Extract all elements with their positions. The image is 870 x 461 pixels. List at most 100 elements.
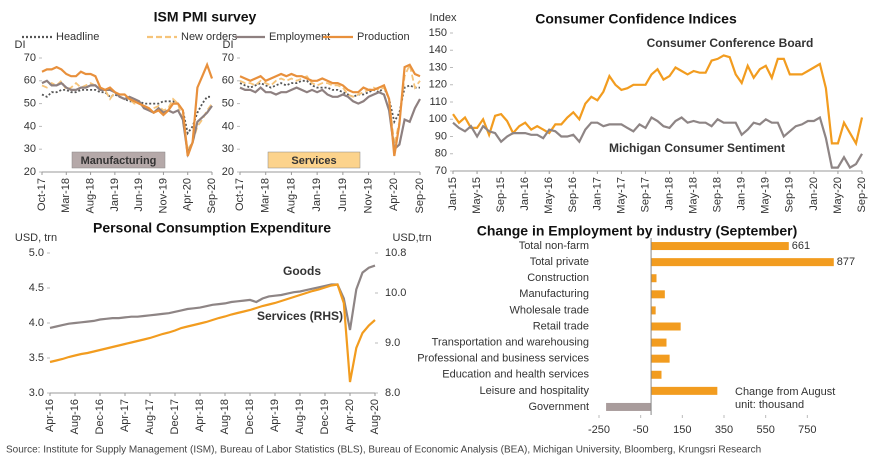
- x-tick-label: May-15: [471, 177, 483, 214]
- chart-title: Consumer Confidence Indices: [535, 11, 737, 27]
- bar: [651, 274, 657, 283]
- category-label: Total non-farm: [519, 240, 589, 252]
- chart-title: ISM PMI survey: [154, 9, 257, 25]
- bar: [651, 242, 789, 251]
- y-tick-label: 4.0: [29, 317, 44, 329]
- series-line: [41, 89, 212, 136]
- category-label: Transportation and warehousing: [432, 336, 589, 348]
- category-label: Manufacturing: [519, 288, 589, 300]
- x-tick-label: Jun-19: [337, 178, 349, 212]
- y-tick-label: 100: [429, 113, 447, 125]
- y-tick-label: 40: [24, 120, 36, 132]
- series-line: [239, 79, 420, 125]
- category-label: Government: [528, 401, 589, 413]
- series-label: Services (RHS): [257, 309, 343, 323]
- x-tick-label: Sep-15: [495, 177, 507, 212]
- y-tick-label: 60: [24, 75, 36, 87]
- x-tick-label: Jan-20: [808, 177, 820, 211]
- y-tick-label: 30: [222, 143, 234, 155]
- y-axis-label: DI: [15, 39, 26, 51]
- legend-label: Headline: [56, 31, 99, 43]
- series-label: Michigan Consumer Sentiment: [609, 141, 785, 155]
- annotation: unit: thousand: [735, 399, 804, 411]
- x-tick-label: Nov-19: [157, 178, 169, 213]
- series-label: Consumer Conference Board: [647, 36, 814, 50]
- y-tick-label: 40: [222, 120, 234, 132]
- x-tick-label: -250: [588, 424, 610, 436]
- bar: [651, 370, 662, 379]
- category-label: Wholesale trade: [510, 304, 590, 316]
- x-tick-label: Aug-18: [219, 399, 231, 434]
- x-tick-label: Mar-18: [60, 178, 72, 213]
- y2-tick-label: 10.0: [385, 287, 406, 299]
- x-tick-label: Dec-19: [319, 399, 331, 434]
- x-tick-label: May-20: [832, 177, 844, 214]
- x-tick-label: Sep-17: [639, 177, 651, 212]
- x-tick-label: Aug-18: [285, 178, 297, 213]
- x-tick-label: Dec-17: [169, 399, 181, 434]
- x-tick-label: Aug-19: [294, 399, 306, 434]
- x-tick-label: Nov-19: [362, 178, 374, 213]
- x-tick-label: May-18: [687, 177, 699, 214]
- bar: [651, 338, 667, 347]
- y2-tick-label: 9.0: [385, 337, 400, 349]
- category-label: Education and health services: [442, 369, 589, 381]
- y2-axis-label: USD,trn: [392, 232, 431, 244]
- category-label: Construction: [527, 272, 589, 284]
- chart-title: Change in Employment by industry (Septem…: [477, 223, 798, 239]
- x-tick-label: Jan-15: [447, 177, 459, 211]
- x-tick-label: Sep-16: [567, 177, 579, 212]
- series-label: Goods: [283, 264, 321, 278]
- y-tick-label: 4.5: [29, 282, 44, 294]
- y-tick-label: 50: [24, 98, 36, 110]
- x-tick-label: Aug-16: [69, 399, 81, 434]
- legend-label: Production: [357, 31, 410, 43]
- y-axis-label: Index: [430, 12, 457, 24]
- x-tick-label: Sep-20: [414, 178, 426, 213]
- x-tick-label: May-17: [615, 177, 627, 214]
- series-line: [452, 115, 863, 170]
- x-tick-label: Apr-20: [344, 399, 356, 432]
- x-tick-label: Oct-17: [234, 178, 246, 211]
- x-tick-label: Apr-20: [388, 178, 400, 211]
- x-tick-label: -50: [633, 424, 649, 436]
- x-tick-label: Jan-16: [519, 177, 531, 211]
- category-label: Leisure and hospitality: [480, 385, 590, 397]
- y-tick-label: 20: [222, 166, 234, 178]
- x-tick-label: Apr-16: [44, 399, 56, 432]
- y-tick-label: 3.5: [29, 352, 44, 364]
- x-tick-label: Aug-17: [144, 399, 156, 434]
- bar: [651, 258, 834, 267]
- x-tick-label: Mar-18: [260, 178, 272, 213]
- category-label: Professional and business services: [417, 353, 589, 365]
- x-tick-label: Jan-17: [591, 177, 603, 211]
- x-tick-label: 350: [715, 424, 733, 436]
- y-axis-label: USD, trn: [15, 232, 57, 244]
- x-tick-label: Apr-19: [269, 399, 281, 432]
- chart-title: Personal Consumption Expenditure: [93, 220, 331, 236]
- bar: [651, 306, 656, 315]
- x-tick-label: Jun-19: [133, 178, 145, 212]
- x-tick-label: Aug-18: [84, 178, 96, 213]
- legend-label: Employment: [269, 31, 330, 43]
- x-tick-label: Sep-19: [784, 177, 796, 212]
- y2-tick-label: 10.8: [385, 247, 406, 259]
- bar: [651, 322, 681, 331]
- legend-label: New orders: [181, 31, 238, 43]
- bar: [651, 386, 718, 395]
- series-line: [239, 63, 421, 157]
- source-note: Source: Institute for Supply Management …: [6, 445, 761, 456]
- x-tick-label: Jan-19: [311, 178, 323, 212]
- y-tick-label: 3.0: [29, 387, 44, 399]
- value-label: 661: [792, 240, 810, 252]
- x-tick-label: Jan-19: [109, 178, 121, 212]
- y-tick-label: 130: [429, 61, 447, 73]
- series-line: [49, 283, 376, 383]
- x-tick-label: Apr-18: [194, 399, 206, 432]
- y2-tick-label: 8.0: [385, 387, 400, 399]
- panel-label-box: [71, 151, 166, 169]
- bar: [606, 402, 652, 411]
- y-tick-label: 120: [429, 79, 447, 91]
- value-label: 877: [837, 256, 855, 268]
